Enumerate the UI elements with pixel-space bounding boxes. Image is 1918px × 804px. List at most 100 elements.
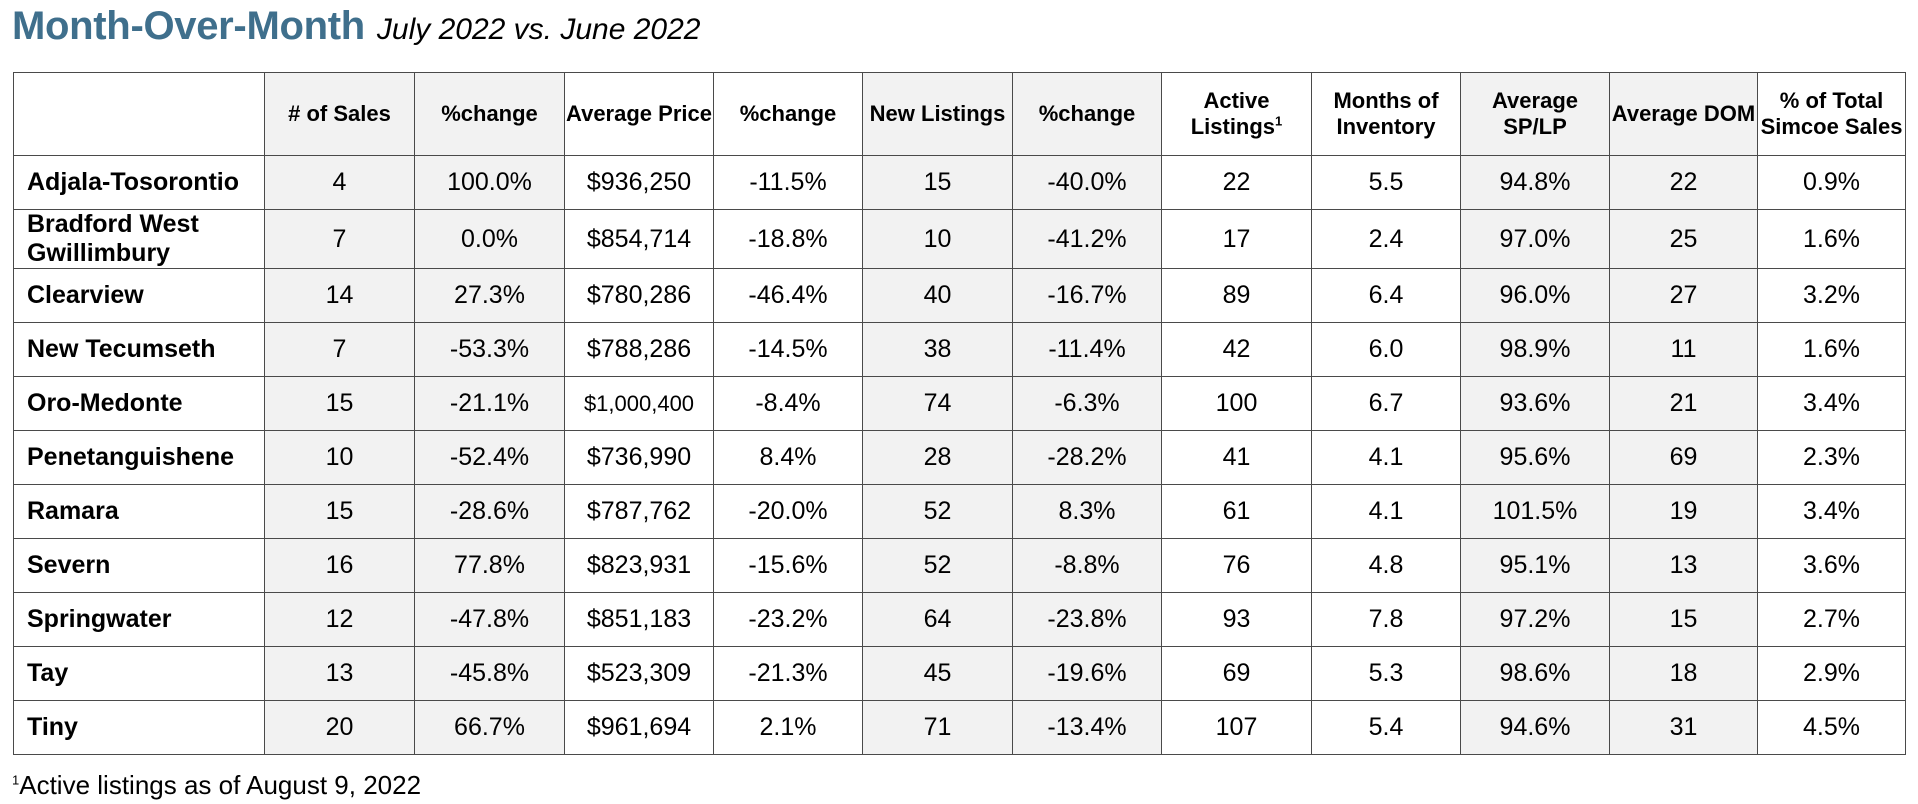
cell-pct-total: 3.4% <box>1757 484 1906 539</box>
cell-new-listings: 71 <box>862 700 1013 755</box>
cell-sales-change: -21.1% <box>414 376 565 431</box>
cell-sales: 10 <box>264 430 415 485</box>
col-header-sales: # of Sales <box>264 72 415 156</box>
cell-sales-change: -53.3% <box>414 322 565 377</box>
cell-price-change: -8.4% <box>713 376 863 431</box>
cell-average-price: $1,000,400 <box>564 376 714 431</box>
cell-sales: 7 <box>264 322 415 377</box>
table-row: Springwater 12 -47.8% $851,183 -23.2% 64 -23.8… <box>13 592 1906 647</box>
cell-active-listings: 69 <box>1161 646 1312 701</box>
col-header-new-listings: New Listings <box>862 72 1013 156</box>
cell-sp-lp: 98.6% <box>1460 646 1610 701</box>
cell-sales-change: -45.8% <box>414 646 565 701</box>
col-header-sales-change: %change <box>414 72 565 156</box>
cell-average-price: $787,762 <box>564 484 714 539</box>
cell-listings-change: -6.3% <box>1012 376 1162 431</box>
cell-sales: 15 <box>264 376 415 431</box>
cell-area: Bradford West Gwillimbury <box>13 209 265 269</box>
cell-sales-change: 77.8% <box>414 538 565 593</box>
cell-active-listings: 107 <box>1161 700 1312 755</box>
cell-sales-change: -28.6% <box>414 484 565 539</box>
cell-dom: 15 <box>1609 592 1758 647</box>
cell-active-listings: 100 <box>1161 376 1312 431</box>
cell-price-change: 2.1% <box>713 700 863 755</box>
cell-sp-lp: 97.2% <box>1460 592 1610 647</box>
table-row: New Tecumseth 7 -53.3% $788,286 -14.5% 38 -11.… <box>13 322 1906 377</box>
cell-sp-lp: 94.6% <box>1460 700 1610 755</box>
cell-months-inventory: 6.4 <box>1311 268 1461 323</box>
cell-active-listings: 89 <box>1161 268 1312 323</box>
cell-sales: 13 <box>264 646 415 701</box>
cell-sales: 12 <box>264 592 415 647</box>
cell-sales: 16 <box>264 538 415 593</box>
cell-active-listings: 41 <box>1161 430 1312 485</box>
cell-active-listings: 42 <box>1161 322 1312 377</box>
cell-new-listings: 40 <box>862 268 1013 323</box>
cell-pct-total: 3.4% <box>1757 376 1906 431</box>
cell-sp-lp: 95.1% <box>1460 538 1610 593</box>
cell-listings-change: 8.3% <box>1012 484 1162 539</box>
table-row: Oro-Medonte 15 -21.1% $1,000,400 -8.4% 74 -6.3… <box>13 376 1906 431</box>
cell-sp-lp: 94.8% <box>1460 155 1610 210</box>
cell-new-listings: 64 <box>862 592 1013 647</box>
cell-area: Tiny <box>13 700 265 755</box>
cell-pct-total: 1.6% <box>1757 322 1906 377</box>
cell-sales-change: 27.3% <box>414 268 565 323</box>
col-header-active-listings-label: Active Listings <box>1190 88 1276 139</box>
cell-sales-change: 100.0% <box>414 155 565 210</box>
cell-area: Tay <box>13 646 265 701</box>
table-row: Adjala-Tosorontio 4 100.0% $936,250 -11.5% 15… <box>13 155 1906 210</box>
cell-sp-lp: 96.0% <box>1460 268 1610 323</box>
cell-sp-lp: 98.9% <box>1460 322 1610 377</box>
page-header: Month-Over-Month July 2022 vs. June 2022 <box>12 4 700 62</box>
cell-area: Clearview <box>13 268 265 323</box>
cell-price-change: -11.5% <box>713 155 863 210</box>
cell-sales-change: -47.8% <box>414 592 565 647</box>
cell-pct-total: 1.6% <box>1757 209 1906 269</box>
cell-months-inventory: 5.5 <box>1311 155 1461 210</box>
cell-sp-lp: 97.0% <box>1460 209 1610 269</box>
cell-new-listings: 28 <box>862 430 1013 485</box>
cell-dom: 21 <box>1609 376 1758 431</box>
cell-months-inventory: 6.0 <box>1311 322 1461 377</box>
cell-price-change: -18.8% <box>713 209 863 269</box>
cell-sales-change: -52.4% <box>414 430 565 485</box>
cell-pct-total: 3.6% <box>1757 538 1906 593</box>
cell-sales: 4 <box>264 155 415 210</box>
cell-dom: 69 <box>1609 430 1758 485</box>
cell-area: Penetanguishene <box>13 430 265 485</box>
cell-sales: 20 <box>264 700 415 755</box>
cell-listings-change: -41.2% <box>1012 209 1162 269</box>
table-header-row: # of Sales %change Average Price %change… <box>13 72 1906 156</box>
cell-sp-lp: 101.5% <box>1460 484 1610 539</box>
table-row: Severn 16 77.8% $823,931 -15.6% 52 -8.8% 76 4.8 9… <box>13 538 1906 593</box>
cell-listings-change: -16.7% <box>1012 268 1162 323</box>
cell-sales: 14 <box>264 268 415 323</box>
cell-average-price: $523,309 <box>564 646 714 701</box>
cell-months-inventory: 2.4 <box>1311 209 1461 269</box>
cell-listings-change: -8.8% <box>1012 538 1162 593</box>
cell-active-listings: 93 <box>1161 592 1312 647</box>
cell-dom: 19 <box>1609 484 1758 539</box>
cell-average-price: $788,286 <box>564 322 714 377</box>
cell-average-price: $936,250 <box>564 155 714 210</box>
month-over-month-table: # of Sales %change Average Price %change… <box>13 72 1906 755</box>
cell-active-listings: 17 <box>1161 209 1312 269</box>
col-header-active-listings: Active Listings1 <box>1161 72 1312 156</box>
cell-area: Oro-Medonte <box>13 376 265 431</box>
cell-sales: 15 <box>264 484 415 539</box>
page-title: Month-Over-Month <box>12 4 365 48</box>
cell-dom: 18 <box>1609 646 1758 701</box>
cell-months-inventory: 4.1 <box>1311 484 1461 539</box>
cell-months-inventory: 4.8 <box>1311 538 1461 593</box>
cell-months-inventory: 6.7 <box>1311 376 1461 431</box>
col-header-sp-lp: Average SP/LP <box>1460 72 1610 156</box>
cell-new-listings: 15 <box>862 155 1013 210</box>
footnote: 1Active listings as of August 9, 2022 <box>12 770 421 801</box>
cell-pct-total: 0.9% <box>1757 155 1906 210</box>
cell-listings-change: -11.4% <box>1012 322 1162 377</box>
col-header-average-price: Average Price <box>564 72 714 156</box>
table-row: Ramara 15 -28.6% $787,762 -20.0% 52 8.3% 61 4.1 1… <box>13 484 1906 539</box>
cell-new-listings: 45 <box>862 646 1013 701</box>
cell-average-price: $736,990 <box>564 430 714 485</box>
